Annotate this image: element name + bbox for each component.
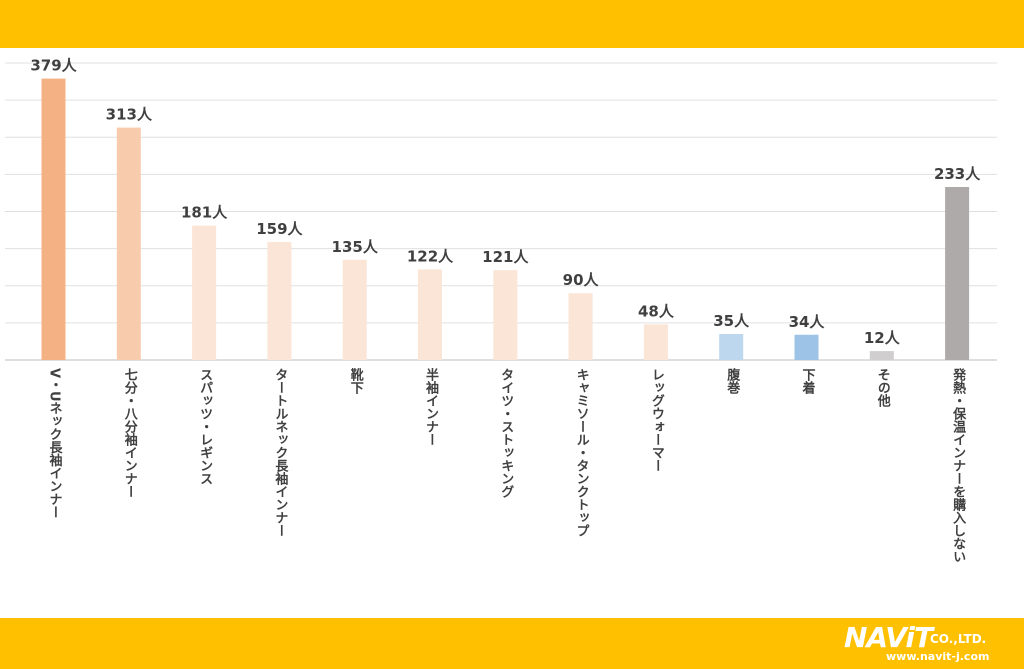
bar — [342, 259, 367, 360]
category-tick-label: レッグウォーマー — [648, 368, 664, 472]
category-tick-label: V・Uネック長袖インナー — [46, 368, 62, 519]
data-label: 135人 — [332, 238, 379, 256]
bar — [794, 334, 819, 360]
data-label: 121人 — [482, 248, 529, 266]
bar — [267, 241, 292, 360]
top-banner — [0, 0, 1024, 48]
logo-suffix: CO.,LTD. — [930, 632, 987, 646]
navit-logo: NAViT CO.,LTD. www.navit-j.com — [844, 621, 1014, 667]
logo-main-text: NAViT — [844, 621, 933, 654]
bar — [116, 127, 141, 360]
bar — [192, 225, 217, 360]
category-tick-label: 発熱・保温インナーを購入しない — [950, 368, 966, 563]
bar — [418, 269, 442, 360]
category-tick-label: スパッツ・レギンス — [197, 368, 213, 485]
category-tick-label: 腹巻 — [724, 368, 740, 394]
bars — [41, 78, 970, 360]
data-label: 12人 — [864, 329, 901, 347]
bar — [945, 186, 970, 360]
data-label: 90人 — [563, 271, 600, 289]
bar — [493, 270, 518, 360]
bar — [869, 351, 894, 360]
category-tick-label: 半袖インナー — [423, 368, 438, 446]
bar — [719, 334, 744, 360]
data-label: 233人 — [934, 165, 981, 183]
bar — [643, 324, 668, 360]
data-label: 379人 — [30, 57, 77, 75]
data-label: 35人 — [713, 312, 750, 330]
category-tick-label: キャミソール・タンクトップ — [573, 368, 589, 537]
category-tick-label: タートルネック長袖インナー — [272, 368, 288, 537]
bar-chart: 379人 313人 181人 159人 135人 122人 121人 90人 48人 35人 34人… — [5, 57, 997, 361]
bar — [568, 293, 593, 360]
category-tick-label: 七分・八分袖インナー — [121, 368, 137, 498]
logo-url: www.navit-j.com — [886, 650, 990, 663]
category-tick-label: タイツ・ストッキング — [498, 368, 514, 498]
data-label: 159人 — [256, 220, 303, 238]
category-tick-label: 靴下 — [347, 368, 363, 394]
bottom-banner — [0, 618, 1024, 669]
data-label: 48人 — [638, 302, 675, 320]
data-label: 34人 — [789, 313, 826, 331]
category-tick-label: その他 — [874, 368, 890, 407]
data-label: 122人 — [407, 247, 454, 265]
data-label: 313人 — [106, 106, 153, 124]
category-tick-label: 下着 — [799, 368, 815, 394]
gridlines — [5, 62, 997, 361]
value-labels: 379人 313人 181人 159人 135人 122人 121人 90人 48人 35人 34人… — [30, 57, 981, 347]
data-label: 181人 — [181, 204, 228, 222]
bar — [41, 78, 66, 360]
